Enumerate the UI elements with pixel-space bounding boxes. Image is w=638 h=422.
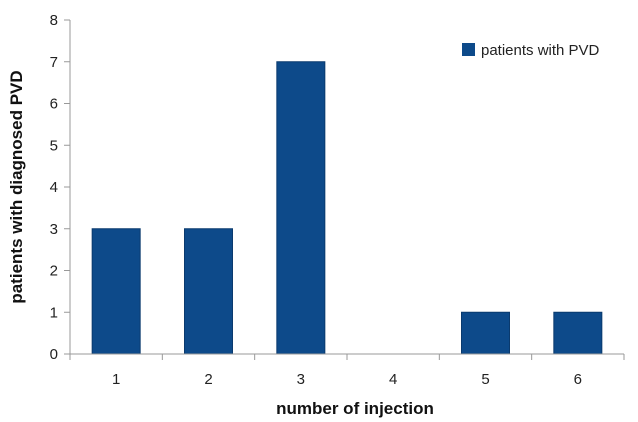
x-tick-label: 4 [389, 371, 397, 388]
y-tick-label: 1 [50, 304, 58, 321]
legend: patients with PVD [462, 42, 600, 59]
x-axis-ticks: 1 2 3 4 5 6 [69, 354, 625, 388]
x-tick-label: 3 [297, 371, 305, 388]
x-axis-title: number of injection [276, 399, 434, 418]
x-tick-label: 2 [204, 371, 212, 388]
y-tick-label: 0 [50, 346, 58, 363]
y-axis-ticks: 0 1 2 3 4 5 6 7 8 [50, 12, 70, 363]
bar-5 [461, 311, 510, 355]
y-tick-label: 4 [50, 179, 58, 196]
bar-1 [91, 228, 141, 355]
y-tick-label: 7 [50, 54, 58, 71]
y-tick-label: 6 [50, 96, 58, 113]
y-tick-label: 8 [50, 12, 58, 29]
y-tick-label: 3 [50, 221, 58, 238]
y-axis-title: patients with diagnosed PVD [7, 70, 26, 303]
x-tick-label: 6 [574, 371, 582, 388]
bar-3 [276, 61, 326, 355]
y-tick-label: 5 [50, 137, 58, 154]
y-tick-label: 2 [50, 263, 58, 280]
legend-swatch [462, 43, 475, 56]
x-tick-label: 1 [112, 371, 120, 388]
legend-label: patients with PVD [481, 42, 600, 59]
bars [91, 61, 603, 355]
bar-2 [184, 228, 233, 355]
bar-6 [553, 311, 603, 355]
x-tick-label: 5 [481, 371, 489, 388]
